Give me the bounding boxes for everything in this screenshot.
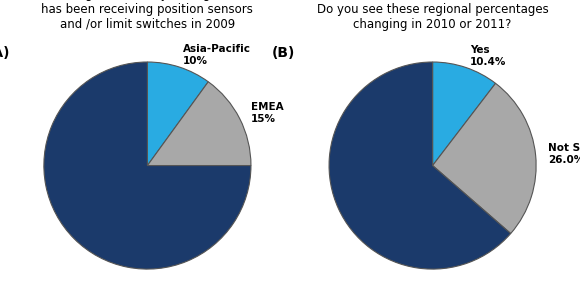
Wedge shape <box>147 62 208 166</box>
Wedge shape <box>433 83 536 234</box>
Text: Yes
10.4%: Yes 10.4% <box>470 45 506 67</box>
Text: Americas
75%: Americas 75% <box>11 237 66 258</box>
Title: Please give a rough percentage breakdown
for the regions where your organization: Please give a rough percentage breakdown… <box>19 0 275 31</box>
Text: (A): (A) <box>0 46 10 61</box>
Text: Asia-Pacific
10%: Asia-Pacific 10% <box>183 45 251 66</box>
Text: No
63.6%: No 63.6% <box>291 203 327 225</box>
Text: Not Sure
26.0%: Not Sure 26.0% <box>548 143 580 165</box>
Text: (B): (B) <box>272 46 295 61</box>
Wedge shape <box>329 62 511 269</box>
Text: EMEA
15%: EMEA 15% <box>251 102 284 124</box>
Title: Do you see these regional percentages
changing in 2010 or 2011?: Do you see these regional percentages ch… <box>317 3 549 31</box>
Wedge shape <box>433 62 495 166</box>
Wedge shape <box>44 62 251 269</box>
Wedge shape <box>147 82 251 166</box>
